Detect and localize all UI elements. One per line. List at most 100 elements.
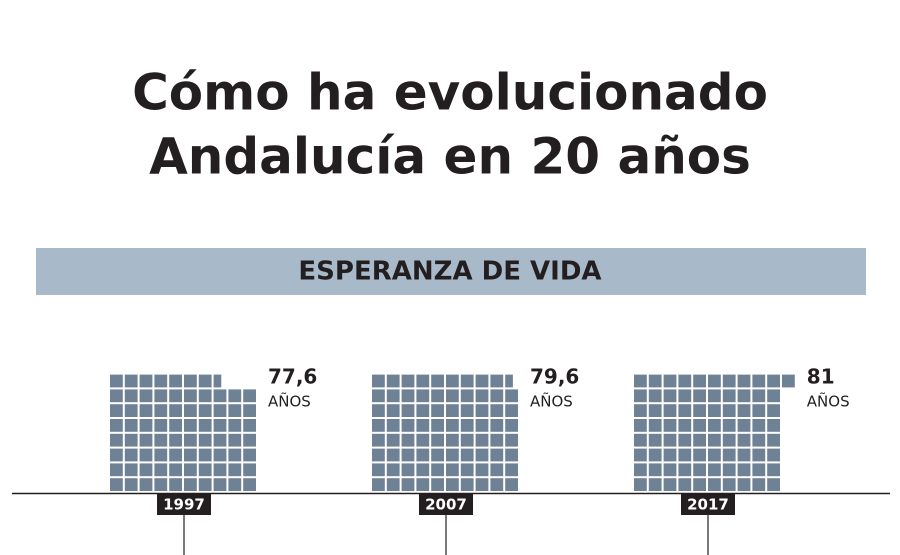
- waffle-cell: [228, 478, 242, 491]
- waffle-cell: [663, 374, 677, 388]
- waffle-cell: [767, 389, 780, 403]
- waffle-cell: [184, 374, 197, 388]
- waffle-cell: [198, 389, 212, 403]
- waffle-cell: [693, 448, 706, 462]
- waffle-cell: [648, 374, 662, 388]
- waffle-cell: [634, 463, 647, 477]
- waffle-cell: [708, 448, 721, 462]
- waffle-cell: [737, 404, 751, 417]
- waffle-cell: [198, 433, 212, 447]
- waffle-cell: [475, 433, 489, 447]
- waffle-cell: [372, 463, 385, 477]
- waffle-cell: [663, 478, 677, 491]
- waffle-cell: [678, 448, 692, 462]
- waffle-cell: [228, 448, 242, 462]
- waffle-cell: [737, 419, 751, 432]
- waffle-cell: [767, 374, 780, 388]
- year-box: [157, 494, 211, 515]
- waffle-cell: [401, 478, 415, 491]
- waffle-cell: [752, 419, 766, 432]
- waffle-cell: [693, 374, 706, 388]
- waffle-cell: [693, 478, 706, 491]
- waffle-cell: [386, 389, 400, 403]
- waffle-cell: [124, 433, 138, 447]
- waffle-cell: [490, 433, 504, 447]
- waffle-cell: [505, 478, 518, 491]
- waffle-cell: [475, 448, 489, 462]
- waffle-cell: [169, 448, 182, 462]
- waffle-cell: [169, 419, 182, 432]
- waffle-cell: [460, 374, 474, 388]
- waffle-cell: [184, 478, 197, 491]
- waffle-cell: [678, 433, 692, 447]
- waffle-cell: [663, 389, 677, 403]
- waffle-cell: [648, 448, 662, 462]
- waffle-cell: [708, 433, 721, 447]
- waffle-cell: [169, 374, 182, 388]
- waffle-cell: [401, 389, 415, 403]
- waffle-cell: [386, 404, 400, 417]
- waffle-cell: [634, 404, 647, 417]
- waffle-cell: [124, 419, 138, 432]
- waffle-cell: [401, 433, 415, 447]
- waffle-cell: [678, 404, 692, 417]
- waffle-cell: [505, 389, 518, 403]
- waffle-cell: [737, 448, 751, 462]
- waffle-cell: [154, 374, 168, 388]
- waffle-cell: [722, 463, 736, 477]
- waffle-cell: [228, 463, 242, 477]
- waffle-cell: [663, 433, 677, 447]
- waffle-cell: [678, 389, 692, 403]
- waffle-cell: [505, 404, 518, 417]
- title-line: Cómo ha evolucionado: [132, 64, 768, 122]
- waffle-cell: [139, 433, 153, 447]
- waffle-cell: [782, 374, 795, 388]
- waffle-cell: [431, 463, 444, 477]
- waffle-cell: [678, 374, 692, 388]
- waffle-cell: [213, 389, 227, 403]
- unit-label: AÑOS: [268, 392, 311, 411]
- waffle-cell: [737, 478, 751, 491]
- waffle-cell: [737, 389, 751, 403]
- waffle-cell: [752, 448, 766, 462]
- waffle-cell: [139, 448, 153, 462]
- waffle-cell: [708, 419, 721, 432]
- waffle-cell: [634, 389, 647, 403]
- waffle-cell: [648, 404, 662, 417]
- waffle-cell: [722, 419, 736, 432]
- waffle-cell: [154, 419, 168, 432]
- waffle-cell: [124, 448, 138, 462]
- waffle-cell: [752, 463, 766, 477]
- waffle-cell: [184, 404, 197, 417]
- waffle-cell: [490, 448, 504, 462]
- waffle-cell: [213, 404, 227, 417]
- year-box: [681, 494, 735, 515]
- waffle-cell: [460, 478, 474, 491]
- waffle-cell: [634, 433, 647, 447]
- waffle-cell: [386, 463, 400, 477]
- waffle-cell: [460, 448, 474, 462]
- waffle-cell: [431, 419, 444, 432]
- waffle-cell: [110, 448, 123, 462]
- waffle-cell: [431, 374, 444, 388]
- waffle-cell: [386, 374, 400, 388]
- waffle-cell: [372, 419, 385, 432]
- waffle-cell: [767, 419, 780, 432]
- waffle-cell: [446, 463, 459, 477]
- waffle-cell: [663, 404, 677, 417]
- value-label: 77,6: [268, 365, 317, 389]
- waffle-cell: [124, 463, 138, 477]
- waffle-cell: [722, 478, 736, 491]
- waffle-cell: [124, 478, 138, 491]
- waffle-cell: [416, 448, 430, 462]
- waffle-cell: [169, 433, 182, 447]
- waffle-cell: [184, 448, 197, 462]
- waffle-cell: [663, 419, 677, 432]
- year-label: 2007: [425, 496, 467, 514]
- waffle-cell: [446, 404, 459, 417]
- waffle-cell: [416, 404, 430, 417]
- waffle-cell: [416, 478, 430, 491]
- waffle: [110, 374, 256, 491]
- waffle-cell: [737, 463, 751, 477]
